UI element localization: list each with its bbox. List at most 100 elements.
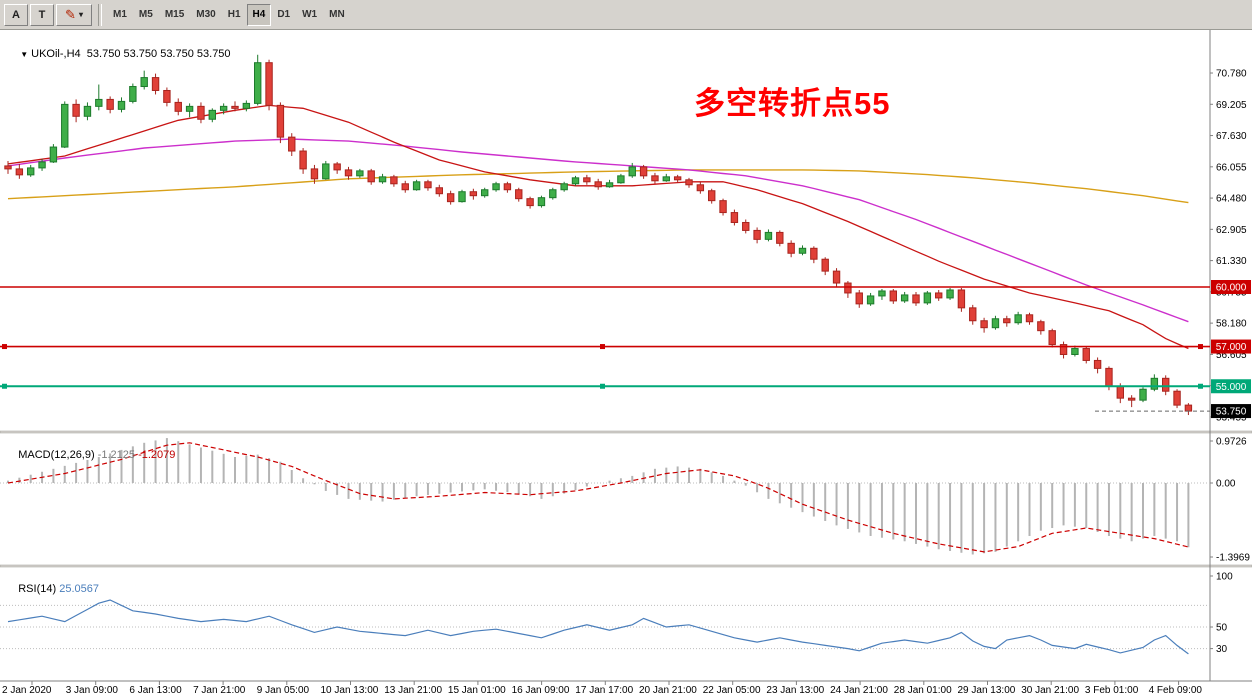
candle-body [878, 290, 886, 297]
candle-body [776, 231, 784, 244]
candle-body [208, 109, 217, 120]
timeframe-button-mn[interactable]: MN [323, 3, 351, 26]
time-axis-label: 7 Jan 21:00 [193, 685, 246, 696]
candle-body [571, 177, 580, 185]
draw-style-dropdown[interactable]: ✎ ▾ [56, 3, 92, 26]
price-badge [1211, 339, 1251, 354]
line-handle[interactable] [1198, 383, 1203, 389]
time-axis-label: 22 Jan 05:00 [703, 685, 761, 696]
candle-body [333, 163, 341, 171]
rsi-name: RSI(14) [18, 583, 57, 595]
candle-body [1116, 385, 1124, 399]
time-axis-label: 3 Jan 09:00 [66, 685, 119, 696]
candle-body [299, 150, 307, 170]
candle-body [367, 170, 375, 183]
time-axis-label: 16 Jan 09:00 [512, 685, 570, 696]
candle-body [969, 307, 977, 322]
line-handle[interactable] [2, 383, 7, 389]
pane-separator[interactable] [0, 430, 1252, 434]
candle-body [617, 175, 625, 184]
pane-separator[interactable] [0, 564, 1252, 568]
candle-body [49, 146, 58, 163]
candle-body [730, 212, 739, 223]
rsi-value: 25.0567 [59, 583, 99, 595]
candle-body [310, 168, 319, 180]
candle-body [1071, 348, 1079, 355]
candle-body [27, 167, 35, 176]
price-axis-label: 67.630 [1216, 131, 1247, 142]
macd-signal-value: -1.2079 [138, 449, 176, 461]
time-axis-label: 6 Jan 13:00 [129, 685, 182, 696]
candle-body [231, 105, 239, 109]
current-price-label: 53.750 [1216, 407, 1247, 418]
ohlc-values: 53.750 53.750 53.750 53.750 [86, 48, 231, 60]
timeframe-button-m1[interactable]: M1 [107, 3, 133, 26]
candle-body [469, 191, 478, 197]
ma-red-line [7, 104, 1189, 350]
ma-orange-line [7, 169, 1189, 204]
time-axis-label: 30 Jan 21:00 [1021, 685, 1079, 696]
rsi-label: RSI(14) 25.0567 [6, 571, 99, 607]
price-axis-label: 64.480 [1216, 194, 1247, 205]
timeframe-button-h4[interactable]: H4 [246, 3, 272, 26]
price-axis-label: 56.605 [1216, 350, 1247, 361]
candle-body [1127, 397, 1136, 401]
candle-body [288, 136, 296, 152]
candle-body [1048, 330, 1056, 346]
candle-body [185, 105, 194, 112]
candle-body [4, 165, 12, 170]
candle-body [912, 294, 920, 304]
line-handle[interactable] [600, 383, 605, 389]
candle-body [390, 176, 398, 185]
ma-magenta-line [7, 138, 1189, 323]
price-badge-label: 57.000 [1216, 342, 1247, 353]
candle-body [151, 77, 160, 91]
candle-body [1173, 390, 1181, 406]
line-handle[interactable] [1198, 344, 1203, 350]
candle-body [560, 183, 568, 191]
candle-body [61, 103, 69, 148]
candle-body [1003, 318, 1011, 324]
candle-body [117, 100, 126, 110]
candle-body [1150, 377, 1159, 390]
candle-body [322, 163, 330, 180]
line-handle[interactable] [600, 344, 605, 350]
candle-body [1025, 314, 1034, 323]
chart-text-annotation[interactable]: 多空转折点55 [694, 86, 891, 121]
candle-body [719, 200, 727, 214]
macd-axis-label: 0.00 [1216, 479, 1236, 490]
toolbar-button-label-tool[interactable]: T [30, 3, 54, 26]
timeframe-button-m15[interactable]: M15 [158, 3, 191, 26]
price-axis-label: 70.780 [1216, 69, 1247, 80]
toolbar-button-text-tool[interactable]: A [4, 3, 28, 26]
candle-body [481, 189, 489, 197]
time-axis-label: 17 Jan 17:00 [575, 685, 633, 696]
time-axis-label: 4 Feb 09:00 [1149, 685, 1203, 696]
candle-body [219, 105, 228, 111]
timeframe-button-m30[interactable]: M30 [190, 3, 222, 26]
timeframe-button-h1[interactable]: H1 [221, 3, 247, 26]
candle-body [95, 98, 103, 107]
candle-body [106, 98, 114, 110]
candle-body [424, 181, 432, 189]
candle-body [742, 221, 750, 231]
candle-body [900, 294, 909, 302]
candle-body [651, 175, 659, 182]
time-axis-label: 20 Jan 21:00 [639, 685, 697, 696]
candle-body [696, 184, 705, 192]
line-handle[interactable] [2, 344, 7, 350]
timeframe-button-w1[interactable]: W1 [296, 3, 324, 26]
candle-body [140, 77, 148, 88]
time-axis-label: 9 Jan 05:00 [257, 685, 310, 696]
timeframe-button-m5[interactable]: M5 [132, 3, 159, 26]
candle-body [549, 189, 557, 199]
pencil-icon: ✎ [65, 6, 76, 22]
time-axis-label: 13 Jan 21:00 [384, 685, 442, 696]
candle-body [163, 89, 171, 103]
collapse-arrow-icon[interactable]: ▼ [20, 50, 29, 59]
macd-main-value: -1.2125 [97, 449, 136, 461]
timeframe-button-d1[interactable]: D1 [271, 3, 297, 26]
time-axis-label: 28 Jan 01:00 [894, 685, 952, 696]
